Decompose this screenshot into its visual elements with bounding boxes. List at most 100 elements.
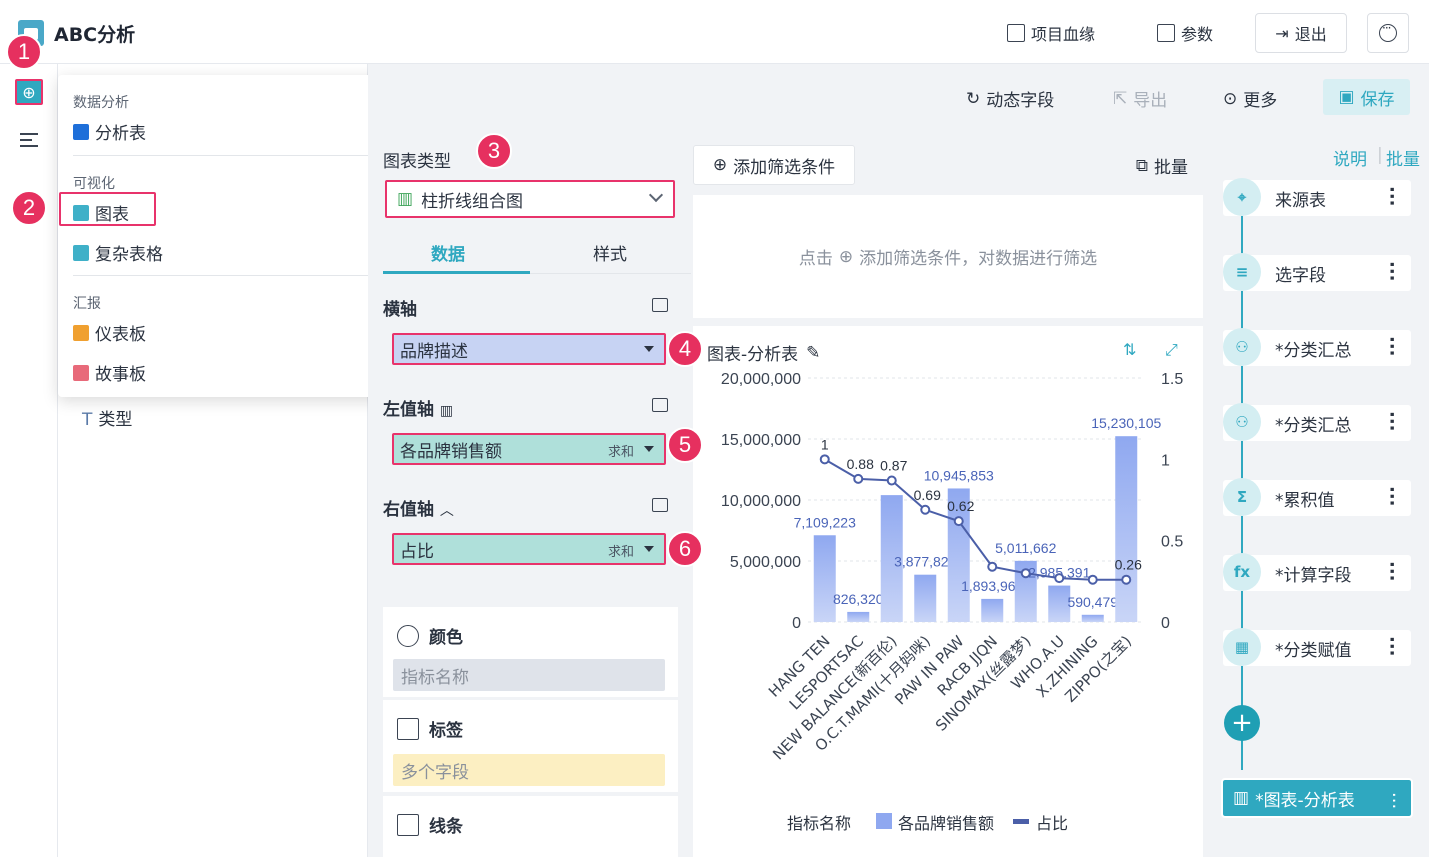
step-badge-4: 4 xyxy=(667,331,703,367)
bar-value-label: 15,230,105 xyxy=(1091,415,1161,431)
params-button[interactable]: 参数 xyxy=(1157,14,1213,52)
pencil-icon[interactable]: ✎ xyxy=(806,342,821,363)
right-axis-heading: 右值轴 ︿ xyxy=(383,495,454,520)
save-label: 保存 xyxy=(1360,89,1395,110)
legend-swatch-bar xyxy=(876,813,892,829)
dynamic-field-button[interactable]: ↻ 动态字段 xyxy=(966,86,1055,112)
flow-node[interactable]: ≡ 选字段 ··· xyxy=(1223,253,1411,291)
menu-item-chart[interactable]: 图表 xyxy=(73,200,129,225)
right-tick-label: 0.5 xyxy=(1161,534,1183,551)
right-axis-settings-icon[interactable] xyxy=(652,498,668,512)
kebab-icon[interactable]: ··· xyxy=(1381,486,1402,507)
flow-node[interactable]: Σ *累积值 ··· xyxy=(1223,478,1411,516)
label-icon xyxy=(397,717,419,740)
right-axis-field-pill[interactable]: 占比 求和 xyxy=(392,533,666,565)
batch-link[interactable]: 批量 xyxy=(1386,150,1420,170)
left-axis-field-pill[interactable]: 各品牌销售额 求和 xyxy=(392,433,666,465)
kebab-icon[interactable]: ··· xyxy=(1381,636,1402,657)
plus-circle-icon: ⊕ xyxy=(838,246,854,267)
menu-item-dashboard[interactable]: 仪表板 xyxy=(73,320,146,345)
bar xyxy=(813,535,836,622)
flow-step-icon: ⌖ xyxy=(1223,178,1261,216)
expand-icon[interactable]: ⤢ xyxy=(1165,340,1178,359)
tab-style[interactable]: 样式 xyxy=(593,245,627,265)
divider xyxy=(73,275,368,276)
line-point xyxy=(920,504,931,515)
flow-node-label: *分类汇总 xyxy=(1275,415,1352,436)
project-lineage-button[interactable]: 项目血缘 xyxy=(1007,14,1095,52)
left-tick-label: 0 xyxy=(792,615,801,632)
flow-node-chart-analysis[interactable]: ▥ *图表-分析表 ··· xyxy=(1221,778,1413,818)
save-icon: ▣ xyxy=(1338,87,1355,107)
exit-label: 退出 xyxy=(1294,25,1327,44)
flow-node[interactable]: ⌖ 来源表 ··· xyxy=(1223,178,1411,216)
bar-value-label: 826,320 xyxy=(833,591,884,607)
config-tabs: 数据 样式 xyxy=(383,228,691,274)
add-filter-button[interactable]: ⊕ 添加筛选条件 xyxy=(693,145,855,185)
color-label: 颜色 xyxy=(429,628,463,648)
caret-down-icon xyxy=(644,546,654,552)
field-item-type[interactable]: T 类型 xyxy=(82,405,132,430)
kebab-icon[interactable]: ··· xyxy=(1381,561,1402,582)
menu-item-analysis-table[interactable]: 分析表 xyxy=(73,119,146,144)
dynamic-field-label: 动态字段 xyxy=(986,91,1055,111)
line-chart-icon: ︿ xyxy=(439,503,454,519)
add-step-button[interactable]: ⊕ xyxy=(15,79,43,105)
kebab-icon[interactable]: ··· xyxy=(1381,336,1402,357)
kebab-icon[interactable]: ··· xyxy=(1381,261,1402,282)
kebab-icon[interactable]: ··· xyxy=(1381,411,1402,432)
right-tick-label: 1 xyxy=(1161,452,1170,469)
flow-final-label: *图表-分析表 xyxy=(1255,790,1355,811)
flow-node-label: *累积值 xyxy=(1275,490,1335,511)
menu-item-storyboard[interactable]: 故事板 xyxy=(73,360,146,385)
plus-circle-icon: ⊕ xyxy=(22,82,36,102)
flow-node-label: 来源表 xyxy=(1275,190,1326,211)
add-filter-label: 添加筛选条件 xyxy=(733,157,836,178)
more-menu-button[interactable] xyxy=(1367,13,1409,53)
x-axis-field-pill[interactable]: 品牌描述 xyxy=(392,333,666,365)
more-button[interactable]: ⊙ 更多 xyxy=(1223,86,1277,112)
flow-node[interactable]: ⚇ *分类汇总 ··· xyxy=(1223,403,1411,441)
add-flow-step-button[interactable]: + xyxy=(1224,705,1260,741)
filter-empty-hint[interactable]: 点击 ⊕ 添加筛选条件，对数据进行筛选 xyxy=(693,195,1203,318)
chart-icon: ▥ xyxy=(1233,788,1250,808)
line-section: 线条 xyxy=(383,796,678,857)
top-bar xyxy=(0,0,1429,64)
line-value-label: 1 xyxy=(821,436,829,452)
bar xyxy=(880,495,903,622)
kebab-icon[interactable]: ··· xyxy=(1383,792,1404,810)
flow-node[interactable]: ⚇ *分类汇总 ··· xyxy=(1223,328,1411,366)
label-field[interactable]: 多个字段 xyxy=(393,754,665,786)
batch-button[interactable]: ⧉ 批量 xyxy=(1136,153,1188,179)
left-axis-settings-icon[interactable] xyxy=(652,398,668,412)
line-point xyxy=(1121,574,1132,585)
bar-value-label: 1,893,961 xyxy=(961,578,1023,594)
export-button[interactable]: ⇱ 导出 xyxy=(1113,86,1167,112)
color-title: 颜色 xyxy=(397,623,463,648)
exit-button[interactable]: ⇥ 退出 xyxy=(1255,13,1347,53)
tab-data[interactable]: 数据 xyxy=(431,245,465,265)
outline-list-icon[interactable] xyxy=(20,133,38,149)
line-value-label: 0.88 xyxy=(847,456,874,472)
flow-node[interactable]: ▦ *分类赋值 ··· xyxy=(1223,628,1411,666)
bar xyxy=(1048,585,1071,622)
line-point xyxy=(987,561,998,572)
x-axis-settings-icon[interactable] xyxy=(652,298,668,312)
app-title: ABC分析 xyxy=(54,24,136,46)
explain-link[interactable]: 说明 xyxy=(1333,150,1367,170)
sort-icon[interactable]: ⇅ xyxy=(1123,340,1137,359)
right-axis-label: 右值轴 xyxy=(383,500,434,520)
menu-item-complex-table[interactable]: 复杂表格 xyxy=(73,240,163,265)
project-lineage-label: 项目血缘 xyxy=(1031,25,1096,44)
legend-swatch-line xyxy=(1013,819,1029,824)
chart-type-select[interactable]: ▥ 柱折线组合图 xyxy=(385,180,675,218)
step-flow-panel: 说明 | 批量 ⌖ 来源表 ··· ≡ 选字段 ··· ⚇ *分类汇总 ··· ⚇ *分类汇总 ···… xyxy=(1203,130,1429,857)
kebab-icon[interactable]: ··· xyxy=(1381,186,1402,207)
flow-node[interactable]: fx *计算字段 ··· xyxy=(1223,553,1411,591)
legend-title: 指标名称 xyxy=(787,814,851,833)
save-button[interactable]: ▣ 保存 xyxy=(1323,79,1410,115)
legend-label: 各品牌销售额 xyxy=(898,814,994,833)
line-point xyxy=(886,475,897,486)
flow-node-label: *分类赋值 xyxy=(1275,640,1352,661)
color-field[interactable]: 指标名称 xyxy=(393,659,665,691)
